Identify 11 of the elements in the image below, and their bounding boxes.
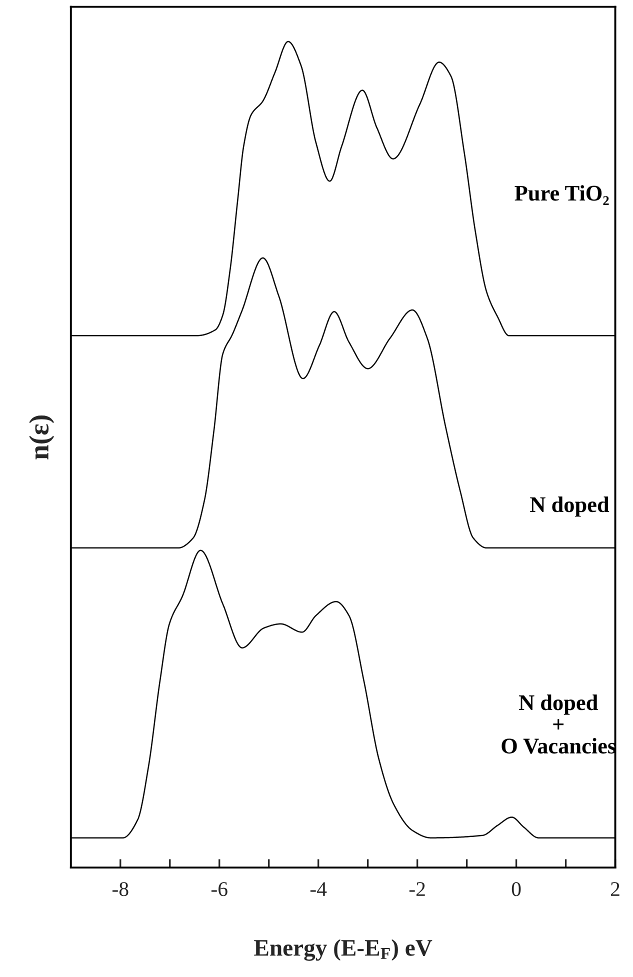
series-label: N doped — [530, 496, 610, 517]
x-tick-label: -6 — [211, 882, 228, 896]
y-axis-title: n(ε) — [29, 416, 54, 460]
series-label: Pure TiO₂ — [514, 185, 609, 205]
x-tick-label: -4 — [310, 882, 327, 896]
x-axis-title: Energy (E-E$_{F}$) eV — [254, 939, 432, 961]
x-tick-label: -8 — [112, 882, 128, 896]
text: N doped + O Vacancies — [502, 694, 616, 754]
x-tick-label: -2 — [409, 882, 425, 896]
x-tick-label: 0 — [512, 882, 521, 896]
x-tick-label: 2 — [610, 882, 620, 896]
